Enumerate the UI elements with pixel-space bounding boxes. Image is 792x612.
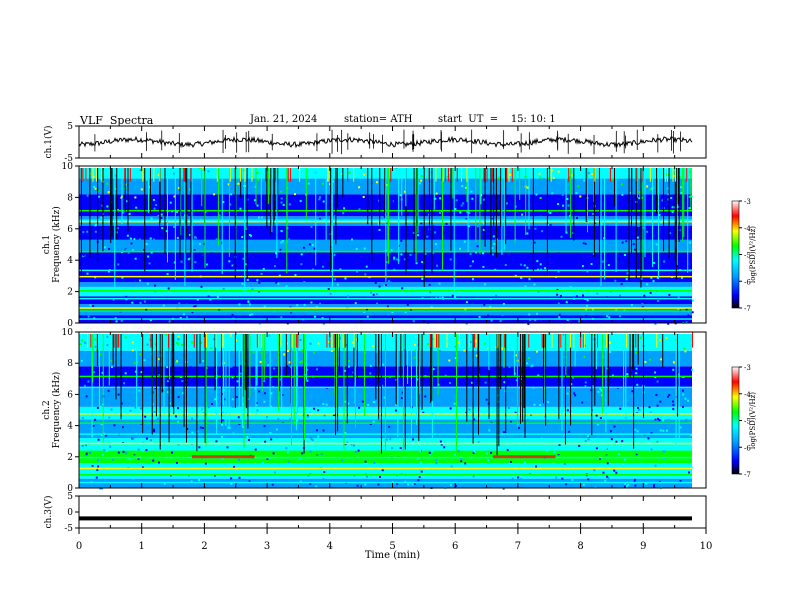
y-tick-label: 6: [67, 225, 73, 235]
y-tick-label: 0: [67, 508, 73, 518]
spectrogram-image-ch2: [79, 332, 694, 490]
colorbar-tick-label: -4: [744, 225, 751, 233]
colorbar-tick-label: -5: [744, 418, 751, 426]
y-tick-label: 8: [67, 359, 73, 369]
ch1-trace: [78, 135, 693, 149]
y-axis-label: ch.1(V): [43, 126, 54, 159]
y-tick-label: 8: [67, 193, 73, 203]
x-tick-label: 9: [640, 541, 646, 552]
y-axis-label: Frequency (kHz): [51, 372, 62, 449]
y-tick-label: -5: [64, 524, 73, 534]
colorbar-tick-label: -4: [744, 391, 751, 399]
colorbar-tick-label: -5: [744, 252, 751, 260]
y-tick-label: 2: [67, 453, 73, 463]
colorbar-label: log(PSD)(V²/Hz): [749, 392, 757, 449]
colorbar-tick-label: -7: [744, 305, 751, 313]
y-axis-label: ch.2: [42, 400, 52, 419]
x-tick-label: 3: [264, 541, 270, 552]
colorbar-label: log(PSD)(V²/Hz): [749, 226, 757, 283]
x-tick-label: 1: [139, 541, 145, 552]
y-tick-label: -5: [64, 154, 73, 164]
station-label: station= ATH: [344, 114, 413, 125]
x-tick-label: 4: [327, 541, 333, 552]
colorbar: [731, 366, 740, 475]
y-tick-label: 5: [67, 122, 73, 132]
date-label: Jan. 21, 2024: [250, 114, 318, 125]
y-tick-label: 10: [62, 162, 74, 172]
y-tick-label: 10: [62, 328, 74, 338]
y-tick-label: 5: [67, 492, 73, 502]
x-tick-label: 0: [76, 541, 82, 552]
y-tick-label: 4: [67, 422, 73, 432]
colorbar-tick-label: -6: [744, 278, 751, 286]
x-tick-label: 5: [389, 541, 395, 552]
x-tick-label: 8: [577, 541, 583, 552]
y-tick-label: 4: [67, 256, 73, 266]
x-tick-label: 2: [201, 541, 207, 552]
x-tick-label: 10: [700, 541, 713, 552]
y-tick-label: 2: [67, 288, 73, 298]
figure-title: VLF Spectra: [80, 114, 154, 127]
x-tick-label: 7: [515, 541, 521, 552]
waveform-ch1: [78, 129, 693, 155]
y-axis-label: Frequency (kHz): [51, 206, 62, 283]
ch3-trace: [79, 516, 692, 521]
colorbar-tick-label: -3: [744, 198, 751, 206]
colorbar-tick-label: -6: [744, 444, 751, 452]
x-axis-label: Time (min): [365, 550, 420, 561]
start-time-label: start UT = 15: 10: 1: [438, 114, 556, 125]
y-tick-label: 0: [67, 484, 73, 494]
y-axis-label: ch.1: [42, 235, 52, 254]
colorbar-tick-label: -7: [744, 471, 751, 479]
colorbar: [731, 200, 740, 309]
y-axis-label: ch.3(V): [43, 496, 54, 529]
colorbar-tick-label: -3: [744, 364, 751, 372]
waveform-ch3: [79, 516, 692, 521]
spectrogram-image-ch1: [79, 166, 694, 325]
y-tick-label: 0: [67, 319, 73, 329]
x-tick-label: 6: [452, 541, 458, 552]
y-tick-label: 6: [67, 390, 73, 400]
